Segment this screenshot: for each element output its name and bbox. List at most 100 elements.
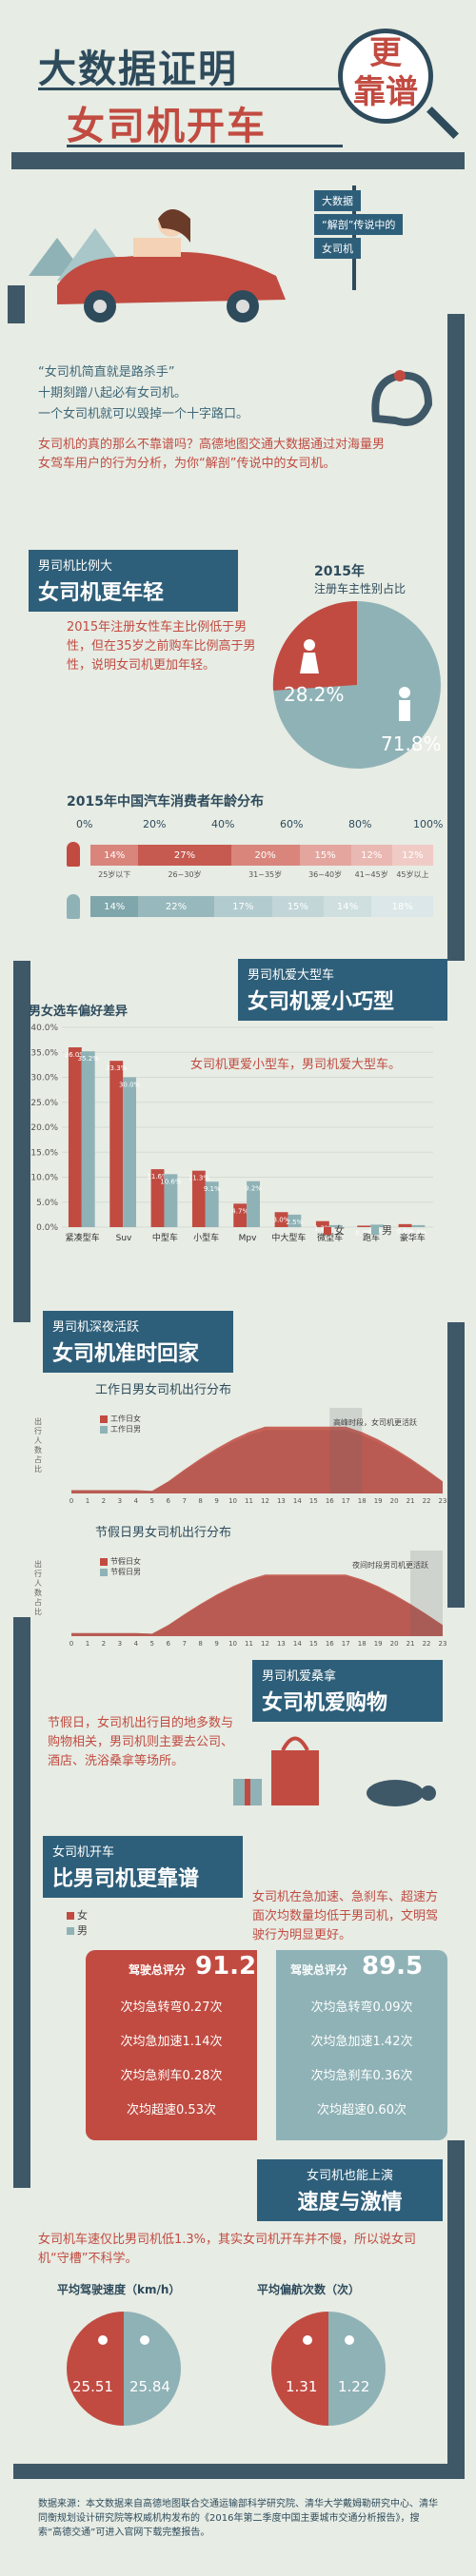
- age-axis-tick: 60%: [280, 818, 304, 830]
- male-pct: 71.8%: [381, 732, 442, 755]
- x-category-label: 豪华车: [400, 1232, 426, 1243]
- section5-big: 比男司机更靠谱: [52, 1867, 200, 1891]
- hour-tick: 3: [118, 1497, 122, 1505]
- nav-female: 1.31: [286, 2378, 318, 2395]
- hour-tick: 23: [439, 1640, 447, 1648]
- road-right-1: [447, 314, 465, 961]
- shopping-illustration: [233, 1736, 436, 1806]
- bar-value-label: 9.1%: [204, 1185, 221, 1193]
- section1-desc: 2015年注册女性车主比例低于男性，但在35岁之前购车比例高于男性，说明女司机更…: [67, 620, 256, 673]
- hour-tick: 19: [374, 1497, 383, 1505]
- hour-tick: 10: [228, 1640, 237, 1648]
- holiday-travel-chart: 0 1 2 3 4 5 6 7 8 9 10 11 12 13 14 15 16 17 18 19 20 21 22 23: [69, 1551, 447, 1648]
- female-pct: 28.2%: [284, 683, 345, 706]
- female-age-icon: [67, 842, 80, 867]
- female-row: 次均急转弯0.27次: [120, 2000, 223, 2015]
- bar-female: [315, 1220, 329, 1227]
- female-row: 次均急刹车0.28次: [120, 2068, 223, 2083]
- title-underline: [38, 88, 343, 90]
- female-score-card: [86, 1950, 257, 2140]
- car-chart-title: 男女选车偏好差异: [29, 1005, 129, 1019]
- bar-value-label: 10.6%: [160, 1178, 182, 1185]
- weekday-legend-f: 工作日女: [110, 1415, 141, 1423]
- bar-value-label: 0.3%: [355, 1229, 372, 1237]
- legend-male-label: 男: [382, 1224, 392, 1237]
- male-age-segment: 14%: [323, 896, 372, 917]
- hour-tick: 16: [326, 1497, 334, 1505]
- male-age-segment: 17%: [213, 896, 272, 917]
- male-row: 次均超速0.60次: [317, 2102, 407, 2117]
- bar-female: [191, 1170, 206, 1227]
- hour-tick: 6: [167, 1640, 171, 1648]
- holiday-legend: 节假日女 节假日男: [100, 1556, 141, 1577]
- bar-value-label: 33.3%: [106, 1064, 128, 1072]
- speed-pie: [67, 2312, 181, 2426]
- y-tick-label: 40.0%: [30, 1024, 58, 1033]
- intro-line2: 十期刻蹭八起必有女司机。: [38, 386, 188, 400]
- highlight-band: [410, 1551, 443, 1636]
- intro-quote: “女司机简直就是路杀手”: [38, 365, 175, 380]
- legend-female-label: 女: [334, 1224, 345, 1237]
- weekday-travel-chart: 0 1 2 3 4 5 6 7 8 9 10 11 12 13 14 15 16 17 18 19 20 21 22 23: [69, 1408, 446, 1505]
- age-label: 45岁以上: [396, 870, 429, 879]
- y-tick-label: 15.0%: [30, 1148, 58, 1158]
- bar-value-label: 0.4%: [327, 1229, 345, 1237]
- highlight-band: [329, 1408, 363, 1493]
- y-tick-label: 20.0%: [30, 1123, 58, 1133]
- bar-male: [370, 1224, 384, 1227]
- intro-question: 女司机的真的那么不靠谱吗？高德地图交通大数据通过对海量男女驾车用户的行为分析，为…: [38, 438, 386, 471]
- bar-female: [233, 1203, 248, 1227]
- hour-tick: 2: [102, 1640, 106, 1648]
- holiday-ylabel: 出行人数占比: [34, 1560, 42, 1616]
- section6-desc: 女司机车速仅比男司机低1.3%，其实女司机开车并不慢，所以说女司机“守槽”不科学…: [38, 2233, 417, 2266]
- hour-tick: 0: [69, 1640, 73, 1648]
- y-tick-label: 25.0%: [30, 1099, 58, 1108]
- road-left-1: [13, 961, 30, 1322]
- gender-pie: [272, 600, 441, 769]
- male-age-icon: [67, 894, 80, 919]
- hour-tick: 12: [261, 1497, 269, 1505]
- bar-value-label: 0.6%: [397, 1228, 414, 1236]
- bar-female: [398, 1223, 412, 1227]
- hour-tick: 21: [407, 1497, 415, 1505]
- hour-tick: 17: [342, 1497, 350, 1505]
- female-row: 次均急加速1.14次: [120, 2034, 223, 2049]
- hour-tick: 18: [358, 1497, 367, 1505]
- female-row: 次均超速0.53次: [127, 2102, 216, 2117]
- male-score: 89.5: [362, 1952, 424, 1981]
- title-underline-2: [67, 145, 343, 147]
- hour-tick: 13: [277, 1497, 286, 1505]
- hour-tick: 20: [390, 1640, 399, 1648]
- score-legend-f: 女: [77, 1909, 88, 1922]
- female-age-segment: 12%: [391, 845, 434, 866]
- hour-tick: 7: [182, 1640, 186, 1648]
- female-age-bar: 14% 27% 20% 15% 12% 12%: [90, 845, 434, 866]
- weekday-note: 高峰时段，女司机更活跃: [333, 1418, 417, 1427]
- bar-female: [68, 1047, 82, 1227]
- age-axis-tick: 20%: [143, 818, 167, 830]
- hour-tick: 11: [245, 1497, 253, 1505]
- sign-2: “解剖”传说中的: [314, 214, 404, 235]
- bar-male: [288, 1214, 302, 1227]
- male-age-segment: 22%: [138, 896, 214, 917]
- speed-female: 25.51: [72, 2378, 113, 2395]
- holiday-note: 夜间时段男司机更活跃: [352, 1561, 428, 1570]
- x-category-label: 小型车: [193, 1232, 219, 1243]
- legend-female: 女: [324, 1222, 345, 1238]
- male-row: 次均急加速1.42次: [310, 2034, 413, 2049]
- x-category-label: Suv: [116, 1234, 132, 1243]
- score-legend-m: 男: [77, 1924, 88, 1937]
- hour-tick: 4: [134, 1640, 139, 1648]
- section4-big: 女司机爱购物: [262, 1691, 388, 1715]
- male-age-segment: 14%: [90, 896, 139, 917]
- bar-value-label: 11.6%: [147, 1173, 169, 1181]
- hour-tick: 4: [134, 1497, 139, 1505]
- female-age-segment: 14%: [90, 845, 139, 866]
- header-title-2: 女司机开车: [67, 105, 267, 148]
- weekday-title: 工作日男女司机出行分布: [95, 1383, 232, 1397]
- magnifier-handle: [426, 107, 459, 139]
- road-bottom: [13, 2464, 465, 2479]
- female-score: 91.2: [195, 1952, 257, 1981]
- magnifier-badge: 更 靠谱: [338, 29, 433, 124]
- sign-1: 大数据: [314, 190, 361, 211]
